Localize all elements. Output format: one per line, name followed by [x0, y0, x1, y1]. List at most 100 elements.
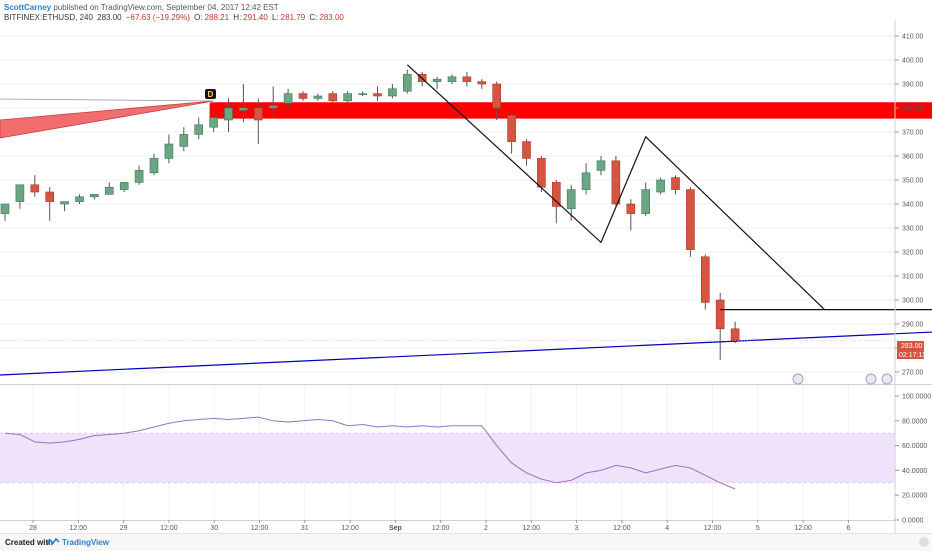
x-tick-label: 4 [665, 525, 669, 532]
low-label: L: [272, 13, 279, 22]
supply-zone [209, 102, 932, 119]
candle-body [15, 184, 25, 202]
last-price: 283.00 [97, 13, 122, 22]
x-tick-label: 12:00 [523, 525, 541, 532]
candle-body [656, 179, 665, 193]
open-value: 288.21 [204, 13, 230, 22]
x-tick-label: 12:00 [432, 525, 450, 532]
event-icons [792, 373, 893, 385]
candle-body [239, 107, 248, 111]
rsi-tick-label: 0.0000 [902, 518, 924, 525]
event-icon [881, 373, 893, 385]
candle-body [75, 196, 84, 202]
symbol-label: BITFINEX:ETHUSD, 240 [4, 13, 93, 22]
candle-body [194, 124, 203, 135]
drawings-back [0, 98, 932, 139]
candle-body [209, 117, 218, 128]
x-tick-label: 28 [29, 525, 37, 532]
candle-body [179, 134, 189, 147]
candle-body [522, 141, 531, 159]
x-tick-label: 3 [575, 525, 579, 532]
x-tick-label: 12:00 [251, 525, 269, 532]
y-tick-label: 330.00 [902, 226, 924, 233]
candle-body [596, 160, 606, 171]
candle-body [30, 184, 40, 193]
candle-body [343, 93, 353, 102]
x-tick-label: 31 [301, 525, 309, 532]
price-badges: 283.00 02:17:11 [897, 341, 926, 359]
candle-body [507, 114, 516, 142]
candle-body [105, 186, 114, 195]
candle-body [373, 93, 382, 97]
price-chart[interactable]: 410.00400.00390.00380.00370.00360.00350.… [0, 0, 932, 533]
event-icon [865, 373, 877, 385]
candle-body [686, 189, 695, 250]
candle-body [313, 95, 323, 99]
candle-body [164, 143, 174, 159]
x-tick-label: 12:00 [613, 525, 631, 532]
y-tick-label: 340.00 [902, 202, 924, 209]
low-value: 281.79 [280, 13, 306, 22]
x-tick-label: 12:00 [704, 525, 722, 532]
rsi-tick-label: 100.0000 [902, 394, 931, 401]
tradingview-brand[interactable]: TradingView [62, 538, 109, 547]
quote-line: BITFINEX:ETHUSD, 240 283.00 −67.63 (−19.… [4, 12, 346, 23]
header: ScottCarney published on TradingView.com… [4, 2, 279, 13]
footer: Created with TradingView [0, 533, 932, 551]
high-value: 291.40 [243, 13, 268, 22]
candle-body [60, 201, 69, 205]
candle-body [477, 81, 487, 85]
x-tick-label: 12:00 [794, 525, 812, 532]
candle-body [715, 299, 725, 330]
x-tick-label: Sep [389, 525, 402, 532]
rsi-band [0, 432, 895, 484]
created-with-label: Created with [5, 538, 54, 547]
blue-trendline [0, 331, 932, 376]
candle-body [671, 177, 680, 190]
marker-label: D [208, 90, 214, 99]
dividend-marker[interactable]: D [205, 89, 216, 99]
candle-body [254, 107, 263, 121]
candle-body [447, 76, 457, 82]
drawings-front [0, 64, 932, 376]
event-icon [792, 373, 804, 385]
candle-body [45, 191, 55, 202]
candle-body [283, 93, 293, 104]
candle-body [402, 74, 412, 92]
candle-body [388, 88, 397, 97]
author-name[interactable]: ScottCarney [4, 3, 52, 12]
x-tick-label: 29 [120, 525, 128, 532]
close-value: 283.00 [319, 13, 344, 22]
y-tick-label: 320.00 [902, 250, 924, 257]
open-label: O: [194, 13, 203, 22]
candle-body [134, 170, 144, 183]
candle-body [298, 93, 308, 99]
countdown-badge: 02:17:11 [899, 352, 926, 359]
y-tick-label: 310.00 [902, 274, 924, 281]
candle-body [626, 203, 636, 214]
candle-body [641, 189, 651, 214]
rsi-tick-label: 80.0000 [902, 418, 927, 425]
candle-body [328, 93, 338, 102]
x-tick-label: 12:00 [70, 525, 88, 532]
x-tick-label: 2 [484, 525, 488, 532]
y-tick-label: 300.00 [902, 298, 924, 305]
x-tick-label: 5 [756, 525, 760, 532]
rsi-tick-label: 20.0000 [902, 493, 927, 500]
tradingview-logo-icon [46, 538, 60, 545]
candle-body [90, 194, 99, 198]
candle-body [700, 256, 710, 303]
flag-icon [919, 537, 929, 547]
rsi-tick-label: 40.0000 [902, 468, 927, 475]
candle-body [358, 93, 367, 95]
rsi-polyline [4, 416, 736, 490]
high-label: H: [233, 13, 242, 22]
y-tick-label: 360.00 [902, 154, 924, 161]
y-tick-label: 400.00 [902, 58, 924, 65]
candle-body [730, 328, 740, 342]
x-tick-label: 6 [846, 525, 850, 532]
rsi-line [4, 416, 736, 490]
x-tick-label: 30 [210, 525, 218, 532]
candle-body [268, 105, 278, 109]
y-tick-label: 290.00 [902, 322, 924, 329]
